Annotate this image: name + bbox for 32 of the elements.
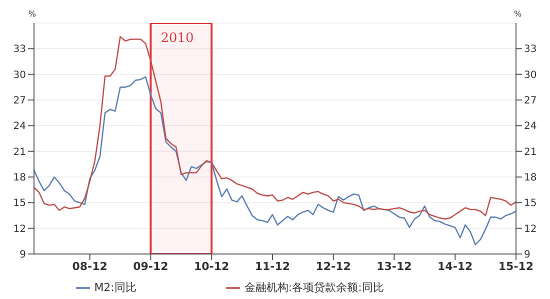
y2-tick-label: 12 xyxy=(524,224,537,235)
y-tick-label: 33 xyxy=(13,44,26,56)
y2-tick-label: 33 xyxy=(524,44,537,56)
legend-label: M2:同比 xyxy=(94,281,136,294)
band-label: 2010 xyxy=(160,31,194,46)
y-tick-label: 27 xyxy=(13,96,26,107)
y2-tick-label: 27 xyxy=(524,96,537,107)
y2-tick-label: 30 xyxy=(524,70,537,81)
y-tick-label: 9 xyxy=(20,250,26,261)
x-tick-label: 15-12 xyxy=(498,260,534,273)
y2-tick-label: 15 xyxy=(524,198,537,210)
x-tick-label: 09-12 xyxy=(133,260,168,273)
y2-tick-label: 18 xyxy=(524,172,537,184)
y-tick-label: 12 xyxy=(13,224,26,235)
y2-tick-label: 24 xyxy=(524,121,537,132)
x-tick-label: 08-12 xyxy=(72,260,108,273)
y-tick-label: 15 xyxy=(13,198,26,210)
x-tick-label: 12-12 xyxy=(316,260,351,273)
y-axis-title: % xyxy=(28,10,36,19)
y-tick-label: 21 xyxy=(13,146,26,158)
y-tick-label: 30 xyxy=(13,70,26,81)
y-tick-label: 18 xyxy=(13,172,26,184)
x-tick-label: 13-12 xyxy=(376,260,412,273)
x-tick-label: 11-12 xyxy=(254,260,290,273)
y2-tick-label: 9 xyxy=(524,250,530,261)
y2-tick-label: 21 xyxy=(524,146,537,158)
y-tick-label: 24 xyxy=(13,121,26,132)
legend-label: 金融机构:各项贷款余额:同比 xyxy=(244,281,384,294)
y2-axis-title: % xyxy=(514,10,522,19)
line-series xyxy=(34,76,516,246)
x-tick-label: 14-12 xyxy=(438,260,473,273)
x-tick-label: 10-12 xyxy=(194,260,230,273)
